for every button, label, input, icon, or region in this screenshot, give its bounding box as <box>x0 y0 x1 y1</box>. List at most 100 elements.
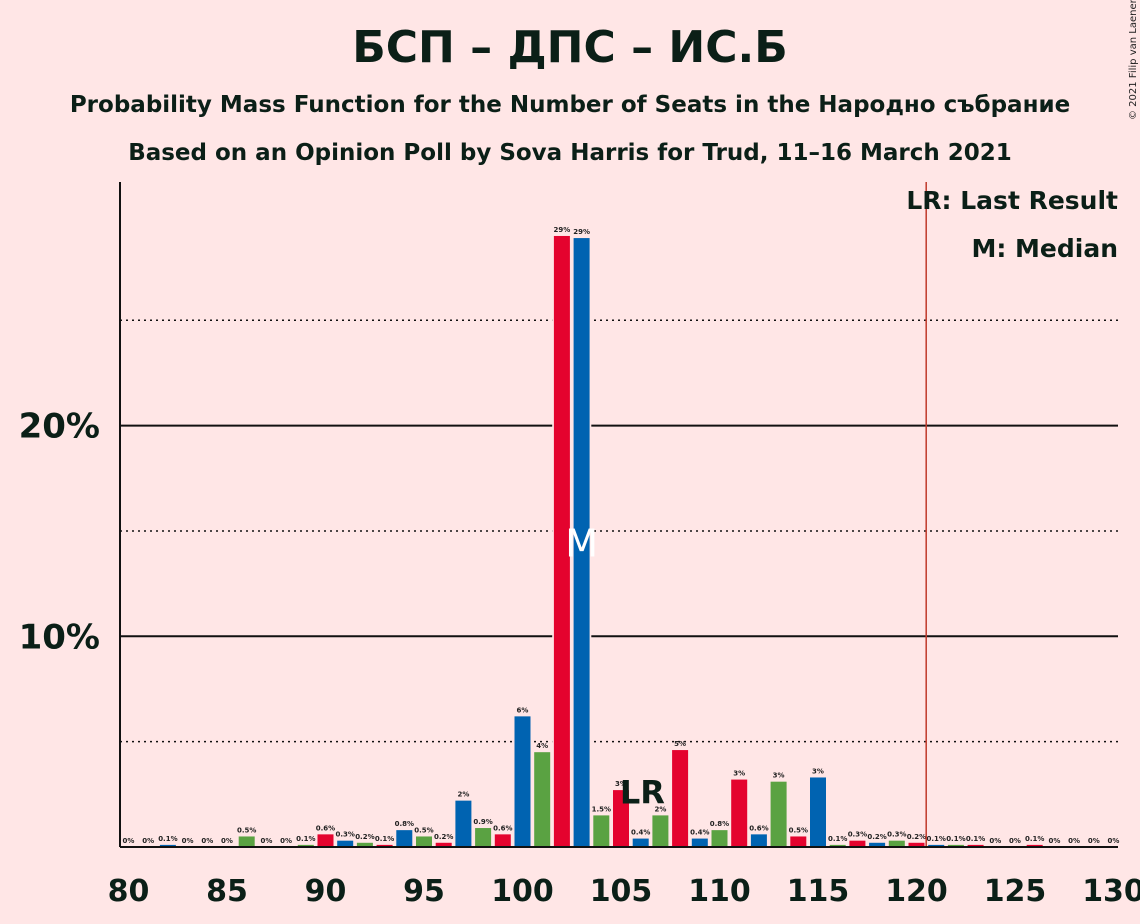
data-label-109: 0.4% <box>690 829 709 837</box>
data-label-99: 0.6% <box>493 824 512 832</box>
data-label-90: 0.6% <box>316 824 335 832</box>
data-label-112: 0.6% <box>749 824 768 832</box>
bar-95 <box>416 836 432 847</box>
x-tick-label-130: 130 <box>1082 874 1140 909</box>
data-label-96: 0.2% <box>434 833 453 841</box>
data-label-120: 0.2% <box>907 833 926 841</box>
data-label-121: 0.1% <box>926 835 945 843</box>
bar-82 <box>159 844 176 847</box>
data-label-80: 0% <box>123 837 135 845</box>
chart-source: Based on an Opinion Poll by Sova Harris … <box>128 140 1012 166</box>
x-tick-label-90: 90 <box>305 874 347 909</box>
data-label-108: 5% <box>674 740 686 748</box>
x-tick-label-85: 85 <box>206 874 248 909</box>
bar-109 <box>691 838 708 847</box>
bar-111 <box>731 779 748 847</box>
data-label-105: 3% <box>615 780 627 788</box>
bar-118 <box>869 842 886 847</box>
data-label-127: 0% <box>1048 837 1060 845</box>
bar-120 <box>908 842 925 847</box>
bar-110 <box>711 830 728 847</box>
bar-104 <box>593 815 610 847</box>
x-tick-label-115: 115 <box>787 874 850 909</box>
data-label-130: 0% <box>1108 837 1120 845</box>
bar-103 <box>573 238 590 847</box>
bar-99 <box>494 834 511 847</box>
bar-117 <box>849 840 866 847</box>
bar-108 <box>672 750 689 847</box>
data-label-91: 0.3% <box>335 831 354 839</box>
bar-92 <box>356 842 373 847</box>
legend-last-result: LR: Last Result <box>906 186 1118 215</box>
data-label-102: 29% <box>554 226 571 234</box>
data-label-92: 0.2% <box>355 833 374 841</box>
chart-title: БСП – ДПС – ИС.Б <box>352 22 788 73</box>
x-tick-label-95: 95 <box>403 874 445 909</box>
y-tick-label-10: 10% <box>19 617 100 657</box>
data-label-103: 29% <box>573 228 590 236</box>
data-label-95: 0.5% <box>414 826 433 834</box>
data-label-118: 0.2% <box>867 833 886 841</box>
data-label-87: 0% <box>260 837 272 845</box>
data-label-107: 2% <box>654 805 666 813</box>
bar-123 <box>967 844 984 847</box>
bar-97 <box>455 800 472 847</box>
data-label-81: 0% <box>142 837 154 845</box>
bar-96 <box>435 842 452 847</box>
bar-106 <box>632 838 649 847</box>
data-label-88: 0% <box>280 837 292 845</box>
data-label-93: 0.1% <box>375 835 394 843</box>
data-label-117: 0.3% <box>848 831 867 839</box>
bar-116 <box>829 844 846 847</box>
data-label-119: 0.3% <box>887 831 906 839</box>
x-tick-label-125: 125 <box>984 874 1047 909</box>
bar-93 <box>376 844 393 847</box>
bar-107 <box>652 815 669 847</box>
bar-113 <box>770 781 787 847</box>
bar-90 <box>317 834 334 847</box>
bar-98 <box>475 828 492 847</box>
data-label-94: 0.8% <box>395 820 414 828</box>
data-label-111: 3% <box>733 770 745 778</box>
data-label-113: 3% <box>773 772 785 780</box>
data-label-129: 0% <box>1088 837 1100 845</box>
bar-86 <box>238 836 255 847</box>
bar-102 <box>553 235 570 848</box>
bar-112 <box>750 834 767 847</box>
bar-114 <box>790 836 807 847</box>
chart-subtitle: Probability Mass Function for the Number… <box>69 92 1071 118</box>
data-label-110: 0.8% <box>710 820 729 828</box>
data-label-114: 0.5% <box>789 826 808 834</box>
x-tick-label-105: 105 <box>590 874 653 909</box>
bar-121 <box>928 844 945 847</box>
bar-101 <box>534 752 551 847</box>
bar-105 <box>613 790 629 847</box>
bar-119 <box>888 840 905 847</box>
bar-100 <box>514 716 531 847</box>
data-label-86: 0.5% <box>237 826 256 834</box>
data-label-82: 0.1% <box>158 835 177 843</box>
last-result-marker: LR <box>620 773 665 811</box>
data-label-85: 0% <box>221 837 233 845</box>
data-label-98: 0.9% <box>473 818 492 826</box>
median-marker: M <box>565 522 598 566</box>
bar-122 <box>947 844 964 847</box>
bar-115 <box>810 777 826 847</box>
data-label-106: 0.4% <box>631 829 650 837</box>
data-label-101: 4% <box>536 742 548 750</box>
bar-126 <box>1026 844 1043 847</box>
data-label-123: 0.1% <box>966 835 985 843</box>
legend-median: M: Median <box>971 234 1118 263</box>
data-label-125: 0% <box>1009 837 1021 845</box>
data-label-84: 0% <box>201 837 213 845</box>
y-tick-label-20: 20% <box>19 407 100 447</box>
data-label-128: 0% <box>1068 837 1080 845</box>
x-tick-label-110: 110 <box>688 874 751 909</box>
x-tick-label-80: 80 <box>108 874 150 909</box>
bar-89 <box>297 844 314 847</box>
data-label-115: 3% <box>812 767 824 775</box>
data-label-122: 0.1% <box>946 835 965 843</box>
bar-94 <box>396 830 413 847</box>
data-label-126: 0.1% <box>1025 835 1044 843</box>
